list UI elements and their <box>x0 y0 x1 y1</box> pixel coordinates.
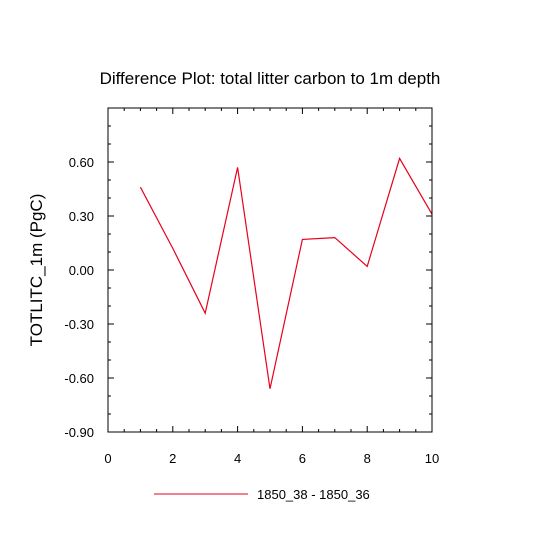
axis-tick-labels: 0 2 4 6 8 10 -0.90 -0.60 -0.30 0.00 0.30 0.60 <box>64 155 439 466</box>
y-tick-label: 0.60 <box>69 155 94 170</box>
x-tick-label: 6 <box>299 451 306 466</box>
y-axis-label: TOTLITC_1m (PgC) <box>27 194 46 347</box>
axis-ticks <box>107 107 433 433</box>
x-tick-label: 10 <box>425 451 439 466</box>
y-tick-label: -0.90 <box>64 425 94 440</box>
x-tick-label: 2 <box>169 451 176 466</box>
series-layer <box>139 156 433 389</box>
plot-frame <box>107 107 433 433</box>
y-tick-label: -0.30 <box>64 317 94 332</box>
y-tick-label: 0.00 <box>69 263 94 278</box>
chart-title: Difference Plot: total litter carbon to … <box>100 69 441 88</box>
y-tick-label: 0.30 <box>69 209 94 224</box>
y-tick-label: -0.60 <box>64 371 94 386</box>
x-tick-label: 8 <box>364 451 371 466</box>
x-tick-label: 4 <box>234 451 241 466</box>
x-tick-label: 0 <box>104 451 111 466</box>
legend-label: 1850_38 - 1850_36 <box>257 487 370 502</box>
series-line <box>139 156 433 389</box>
legend: 1850_38 - 1850_36 <box>154 487 370 502</box>
